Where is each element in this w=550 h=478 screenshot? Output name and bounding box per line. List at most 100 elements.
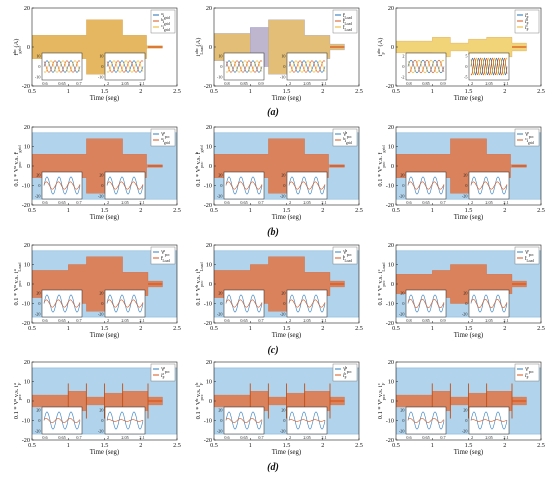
inset-y-tick-label: -5	[464, 75, 468, 80]
y-axis-label: iLoadabc (A)	[194, 38, 204, 57]
inset-y-tick-label: 0	[38, 418, 40, 423]
y-axis-label: 0.1 * Vpccc v.s. iFc	[376, 382, 386, 419]
x-tick-label: 1.5	[283, 207, 291, 214]
inset-x-tick-label: 0.65	[422, 435, 429, 440]
inset-y-tick-label: 20	[463, 291, 467, 296]
inset-y-tick-label: 10	[99, 54, 103, 59]
y-tick-label: 10	[24, 144, 30, 151]
x-tick-label: 1	[249, 88, 252, 95]
inset-1: 0.6 0.65 0.7 20 0 -20	[35, 171, 83, 205]
legend-entry: igridc	[525, 137, 534, 145]
inset-wave-0	[106, 411, 144, 430]
y-tick-label: 0	[209, 281, 212, 288]
y-axis-label: 0.1 * Vpcca v.s. iLoada	[12, 262, 22, 306]
y-tick-label: 20	[24, 359, 30, 366]
inset-y-tick-label: 20	[99, 291, 103, 296]
y-tick-label: -10	[386, 183, 394, 190]
x-axis-label: Time (seg)	[454, 332, 483, 339]
legend-entry: iFb	[525, 18, 528, 26]
x-tick-label: 1	[431, 442, 434, 449]
inset-y-tick-label: 0	[101, 64, 103, 69]
x-tick-label: 2.5	[173, 442, 181, 449]
inset-2: 2 2.05 2.1 20 0 -20	[98, 289, 146, 323]
y-tick-label: 20	[206, 5, 212, 12]
legend-entry: iLoada	[343, 12, 352, 20]
x-axis-label: Time (seg)	[272, 332, 301, 339]
inset-1: 0.6 0.65 0.7 20 0 -20	[399, 171, 447, 205]
x-tick-label: 1	[431, 88, 434, 95]
inset-2: 2 2.05 2.1 5 0 -5	[464, 52, 510, 86]
inset-x-tick-label: 2	[107, 435, 109, 440]
inset-wave-0	[43, 411, 81, 430]
legend-entry: iLoadb	[343, 18, 352, 26]
inset-y-tick-label: 0	[283, 418, 285, 423]
inset-wave-1	[225, 299, 263, 308]
inset-2: 2 2.05 2.1 20 0 -20	[98, 171, 146, 205]
inset-wave-2	[225, 60, 263, 73]
inset-wave-0	[470, 294, 508, 313]
y-tick-label: 20	[24, 5, 30, 12]
inset-wave-2	[407, 59, 445, 74]
inset-y-tick-label: -10	[217, 75, 223, 80]
y-axis-label: 0.1 * Vpccc v.s. igridc	[376, 145, 386, 187]
x-tick-label: 1	[67, 325, 70, 332]
inset-x-tick-label: 0.65	[240, 200, 247, 205]
inset-y-tick-label: -20	[462, 194, 468, 199]
inset-wave-1	[470, 298, 508, 309]
inset-wave-0	[470, 57, 508, 76]
legend-entry: iFa	[525, 12, 528, 20]
caption-c: (c)	[267, 345, 278, 356]
inset-y-tick-label: 0	[220, 183, 222, 188]
y-tick-label: -20	[22, 320, 30, 327]
inset-x-tick-label: 2.05	[485, 200, 492, 205]
legend-entry: iLoadb	[343, 255, 352, 263]
inset-x-tick-label: 2.05	[303, 81, 310, 86]
legend-entry: Vpcca	[161, 366, 170, 374]
y-tick-label: -10	[386, 418, 394, 425]
y-tick-label: -20	[204, 437, 212, 444]
inset-wave-1	[407, 418, 445, 423]
inset-1: 0.6 0.65 0.7 20 0 -20	[217, 406, 265, 440]
inset-y-tick-label: -20	[98, 429, 104, 434]
inset-x-tick-label: 0.7	[440, 435, 445, 440]
inset-y-tick-label: 20	[400, 173, 404, 178]
inset-x-tick-label: 2.1	[321, 435, 326, 440]
legend-entry: igrida	[161, 12, 170, 20]
x-axis-label: Time (seg)	[90, 95, 119, 102]
inset-x-tick-label: 0.65	[422, 200, 429, 205]
inset-x-tick-label: 2.05	[485, 318, 492, 323]
x-tick-label: 1.5	[283, 325, 291, 332]
inset-wave-0	[106, 176, 144, 195]
inset-wave-2	[288, 60, 326, 73]
inset-x-tick-label: 2	[289, 200, 291, 205]
y-tick-label: 20	[24, 124, 30, 131]
inset-2: 2 2.05 2.1 20 0 -20	[98, 406, 146, 440]
x-tick-label: 0.5	[392, 207, 400, 214]
inset-y-tick-label: 0	[38, 183, 40, 188]
x-tick-label: 1	[67, 207, 70, 214]
y-tick-label: 10	[388, 379, 394, 386]
series-band-i_grid^a	[32, 138, 163, 194]
x-tick-label: 0.5	[210, 88, 218, 95]
inset-wave-1	[225, 181, 263, 190]
x-tick-label: 1.5	[283, 88, 291, 95]
y-tick-label: 0	[391, 44, 394, 51]
inset-wave-0	[43, 176, 81, 195]
inset-y-tick-label: 20	[99, 408, 103, 413]
inset-2: 2 2.05 2.1 20 0 -20	[462, 289, 510, 323]
inset-y-tick-label: 0	[465, 183, 467, 188]
inset-1: 0.6 0.65 0.7 20 0 -20	[217, 171, 265, 205]
inset-x-tick-label: 0.7	[76, 318, 81, 323]
inset-y-tick-label: 0	[101, 301, 103, 306]
inset-x-tick-label: 0.8	[406, 81, 411, 86]
